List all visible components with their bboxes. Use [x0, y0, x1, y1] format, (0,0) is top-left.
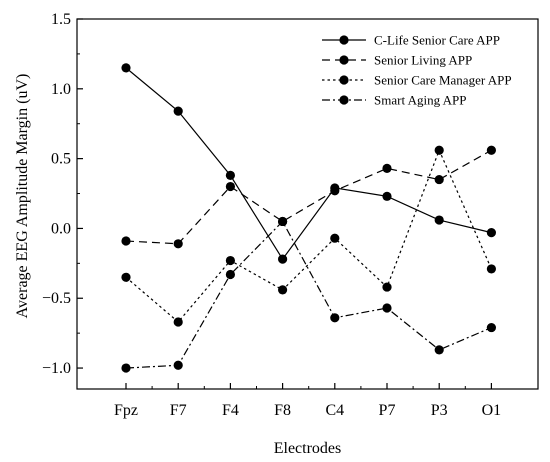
y-axis-title: Average EEG Amplitude Margin (uV) — [14, 74, 31, 319]
x-tick-label: Fpz — [114, 402, 138, 419]
data-point — [330, 233, 340, 243]
data-point — [225, 181, 235, 192]
data-point — [382, 303, 392, 313]
data-point — [173, 239, 183, 249]
data-point — [434, 215, 444, 225]
plot-frame — [76, 18, 539, 390]
y-tick-label: 0.0 — [51, 220, 71, 237]
data-point — [278, 216, 288, 227]
x-tick-label: F8 — [274, 402, 291, 419]
legend-item: Senior Living APP — [322, 53, 472, 68]
data-point — [173, 360, 183, 370]
legend-label: Smart Aging APP — [374, 93, 466, 108]
series-layer — [121, 63, 496, 373]
data-point — [278, 254, 288, 264]
legend-marker — [339, 35, 349, 45]
x-tick-label: C4 — [325, 402, 344, 419]
data-point — [382, 163, 392, 173]
y-tick-label: −0.5 — [42, 290, 71, 307]
data-point — [121, 236, 131, 246]
series-4 — [121, 216, 496, 373]
series-line — [125, 220, 492, 369]
y-tick-label: 1.0 — [51, 81, 71, 98]
data-point — [278, 285, 288, 295]
series-3 — [121, 145, 496, 327]
data-point — [225, 255, 235, 266]
data-point — [225, 170, 235, 180]
x-tick-label: F4 — [222, 402, 239, 419]
data-point — [121, 363, 131, 373]
legend-item: Smart Aging APP — [322, 93, 466, 108]
x-axis-title: Electrodes — [274, 440, 342, 457]
data-point — [121, 63, 131, 73]
data-point — [434, 345, 444, 355]
legend-marker — [339, 75, 349, 85]
x-tick-label: P3 — [431, 402, 448, 419]
legend-marker — [339, 55, 349, 65]
data-point — [486, 322, 496, 333]
data-point — [434, 174, 444, 185]
data-point — [121, 272, 131, 282]
x-tick-label: O1 — [482, 402, 502, 419]
legend-label: C-Life Senior Care APP — [374, 33, 500, 48]
data-point — [173, 106, 183, 116]
data-point — [330, 186, 340, 196]
series-1 — [121, 63, 496, 264]
data-point — [434, 145, 444, 155]
data-point — [486, 145, 496, 155]
data-point — [330, 313, 340, 323]
legend: C-Life Senior Care APP Senior Living APP S… — [322, 33, 512, 108]
series-line — [125, 149, 492, 245]
legend-label: Senior Living APP — [374, 53, 472, 68]
series-2 — [121, 145, 496, 249]
data-point — [382, 191, 392, 201]
plot-area: −1.0 −0.5 0.0 0.5 1.0 1.5 Fpz F7 F4 F8 C4 P7 P3 O1 — [42, 11, 539, 419]
legend-item: Senior Care Manager APP — [322, 73, 512, 88]
data-point — [225, 269, 235, 280]
x-tick-label: P7 — [379, 402, 396, 419]
legend-item: C-Life Senior Care APP — [322, 33, 500, 48]
data-point — [486, 264, 496, 274]
data-point — [486, 228, 496, 238]
legend-marker — [339, 95, 349, 105]
x-tick-label: F7 — [170, 402, 187, 419]
data-point — [173, 317, 183, 327]
data-point — [382, 282, 392, 292]
y-tick-label: 0.5 — [51, 151, 71, 168]
series-line — [125, 67, 492, 261]
y-tick-label: 1.5 — [51, 11, 71, 28]
legend-label: Senior Care Manager APP — [374, 73, 512, 88]
y-tick-label: −1.0 — [42, 360, 71, 377]
